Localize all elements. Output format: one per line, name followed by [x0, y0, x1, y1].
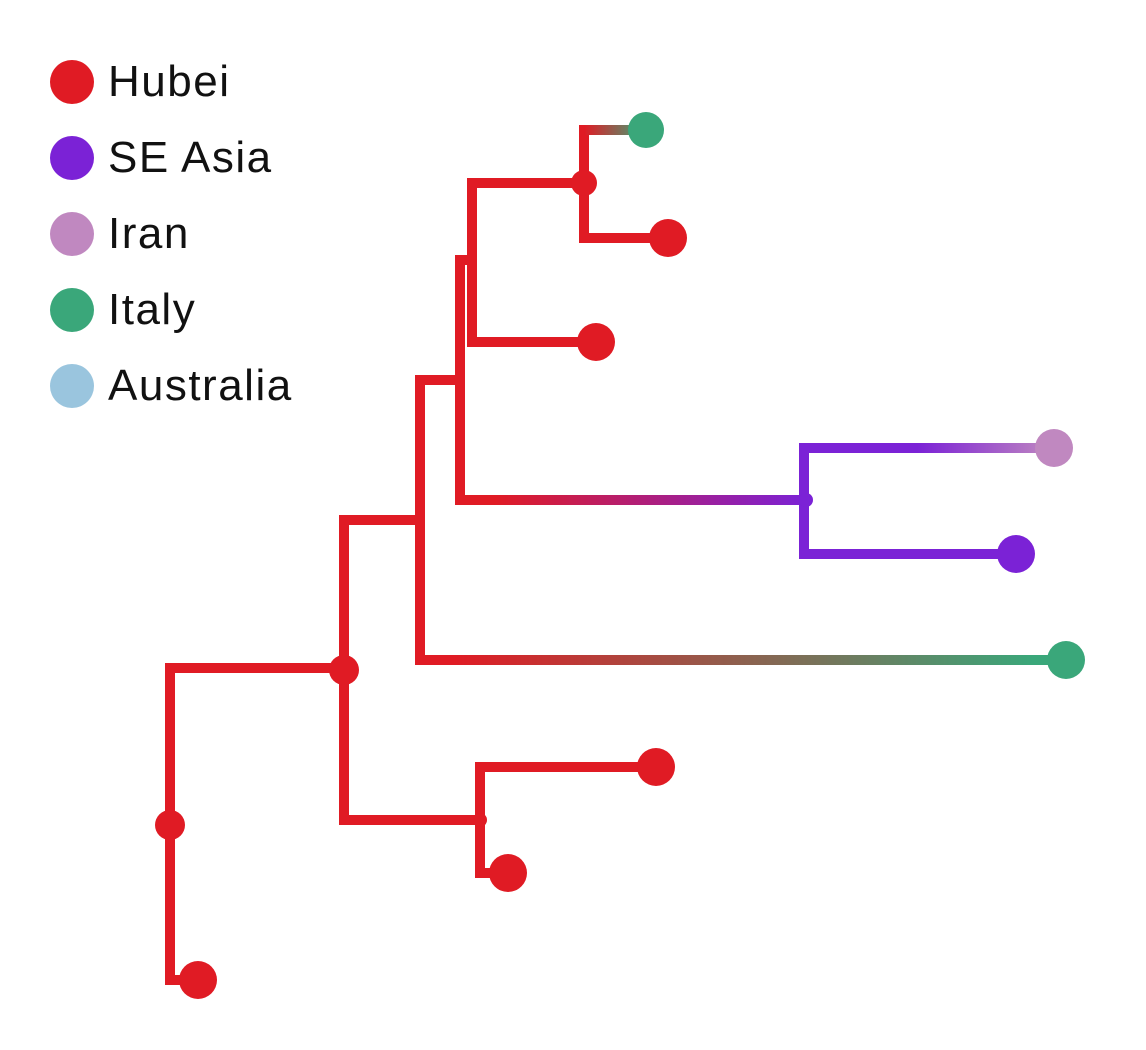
legend-swatch-se-asia-icon — [50, 136, 94, 180]
legend-swatch-iran-icon — [50, 212, 94, 256]
internal-node — [329, 655, 359, 685]
legend-item-hubei: Hubei — [50, 44, 293, 120]
branch-seasia-down — [799, 495, 1021, 559]
legend-label-australia: Australia — [108, 361, 293, 410]
leaf-nodes — [179, 112, 1085, 999]
legend-label-italy: Italy — [108, 285, 197, 334]
legend-label-hubei: Hubei — [108, 57, 231, 106]
branch-root-stem — [165, 820, 203, 985]
branch-node-c-up — [415, 375, 465, 525]
internal-node — [473, 813, 487, 827]
internal-node — [571, 170, 597, 196]
branch-node-a-down — [339, 663, 485, 825]
legend-label-se-asia: SE Asia — [108, 133, 273, 182]
internal-node — [799, 493, 813, 507]
legend-item-italy: Italy — [50, 272, 293, 348]
leaf-node-hubei — [489, 854, 527, 892]
branch-node-e-down — [467, 255, 601, 347]
branch-node-a-up — [339, 515, 425, 673]
branch-root-upper — [165, 663, 349, 830]
legend-item-australia: Australia — [50, 348, 293, 424]
legend-swatch-australia-icon — [50, 364, 94, 408]
leaf-node-se-asia — [997, 535, 1035, 573]
branch-node-e-up — [467, 178, 589, 265]
legend-swatch-italy-icon — [50, 288, 94, 332]
internal-node — [155, 810, 185, 840]
leaf-node-iran — [1035, 429, 1073, 467]
legend-swatch-hubei-icon — [50, 60, 94, 104]
legend-label-iran: Iran — [108, 209, 190, 258]
leaf-node-italy — [1047, 641, 1085, 679]
legend-item-iran: Iran — [50, 196, 293, 272]
legend-item-se-asia: SE Asia — [50, 120, 293, 196]
branch-node-f-down — [579, 178, 673, 243]
legend: Hubei SE Asia Iran Italy Australia — [50, 44, 293, 424]
branch-seasia-up — [799, 443, 1059, 505]
leaf-node-hubei — [649, 219, 687, 257]
leaf-node-hubei — [637, 748, 675, 786]
leaf-node-italy-top — [628, 112, 664, 148]
internal-nodes — [155, 170, 813, 840]
leaf-node-hubei — [179, 961, 217, 999]
branch-node-b-up — [475, 762, 661, 825]
leaf-node-hubei — [577, 323, 615, 361]
